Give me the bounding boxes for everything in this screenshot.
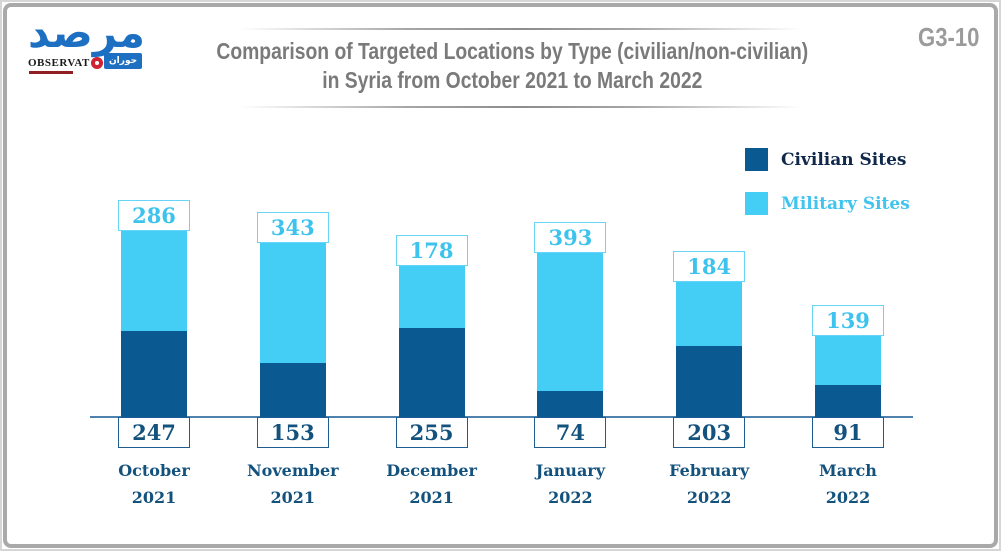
civilian-value-box: 203 <box>673 417 746 448</box>
military-bar-segment <box>259 243 326 363</box>
civilian-value-box: 247 <box>118 417 190 448</box>
civilian-value-box: 91 <box>812 417 884 448</box>
military-value-box: 184 <box>673 251 746 282</box>
civilian-value-label: 247 <box>132 420 176 445</box>
military-value-label: 343 <box>270 215 315 240</box>
military-value-label: 139 <box>826 308 870 333</box>
civilian-bar-segment <box>259 363 326 417</box>
month-label-line1: October <box>118 461 190 480</box>
observatory-text-left: OBSERVAT <box>28 57 90 69</box>
military-value-label: 178 <box>409 238 454 263</box>
military-value-box: 139 <box>812 305 884 336</box>
civilian-value-label: 74 <box>555 420 585 445</box>
military-value-label: 184 <box>687 254 732 279</box>
month-label-line1: February <box>669 461 750 480</box>
legend-label-military: Military Sites <box>781 193 910 214</box>
civilian-bar-segment <box>537 391 604 417</box>
civilian-value-box: 74 <box>534 417 607 448</box>
civilian-value-box: 153 <box>256 417 329 448</box>
civilian-value-box: 255 <box>395 417 468 448</box>
observatory-o-icon <box>90 57 103 69</box>
civilian-value-label: 153 <box>270 420 315 445</box>
page-code-label: G3-10 <box>918 22 980 52</box>
month-label-line2: 2022 <box>548 488 593 507</box>
military-bar-segment <box>121 231 187 331</box>
month-label-line2: 2021 <box>270 488 316 507</box>
civilian-bar-segment <box>121 331 187 417</box>
legend-label-civilian: Civilian Sites <box>781 149 907 170</box>
military-value-box: 178 <box>395 235 468 266</box>
chart-title-line1: Comparison of Targeted Locations by Type… <box>216 38 809 64</box>
military-value-label: 286 <box>132 203 176 228</box>
logo-arabic-badge: حوران <box>104 53 143 69</box>
military-value-box: 343 <box>256 212 329 243</box>
observatory-logo: مرصد OBSERVATRY حوران <box>26 10 156 82</box>
military-value-box: 393 <box>534 222 607 253</box>
inner-frame-border <box>3 3 998 548</box>
military-bar-segment <box>815 336 881 385</box>
month-label-line1: March <box>819 461 877 480</box>
civilian-bar-segment <box>815 385 881 417</box>
chart-title-line2: in Syria from October 2021 to March 2022 <box>322 67 703 93</box>
month-label-line2: 2021 <box>409 488 454 507</box>
month-label-line2: 2022 <box>686 488 732 507</box>
civilian-value-label: 203 <box>687 420 732 445</box>
legend-item-military: Military Sites <box>745 192 910 215</box>
legend-swatch-civilian <box>745 148 768 171</box>
legend-item-civilian: Civilian Sites <box>745 148 907 171</box>
month-label-line2: 2022 <box>825 488 871 507</box>
x-axis-baseline <box>90 416 913 418</box>
civilian-value-label: 91 <box>833 420 863 445</box>
military-bar-segment <box>398 266 465 328</box>
title-divider-bottom <box>240 106 802 108</box>
month-label-line1: November <box>247 461 339 480</box>
civilian-value-label: 255 <box>409 420 454 445</box>
civilian-bar-segment <box>398 328 465 417</box>
military-bar-segment <box>537 253 604 391</box>
military-bar-segment <box>676 282 743 346</box>
logo-red-underline <box>29 71 73 74</box>
civilian-bar-segment <box>676 346 743 417</box>
military-value-label: 393 <box>548 225 593 250</box>
month-label-line1: January <box>535 461 606 480</box>
logo-arabic-title: مرصد <box>28 8 145 57</box>
month-label-line1: December <box>386 461 477 480</box>
month-label-line2: 2021 <box>131 488 177 507</box>
legend-swatch-military <box>745 192 768 215</box>
military-value-box: 286 <box>118 200 190 231</box>
title-divider-top <box>240 28 802 30</box>
